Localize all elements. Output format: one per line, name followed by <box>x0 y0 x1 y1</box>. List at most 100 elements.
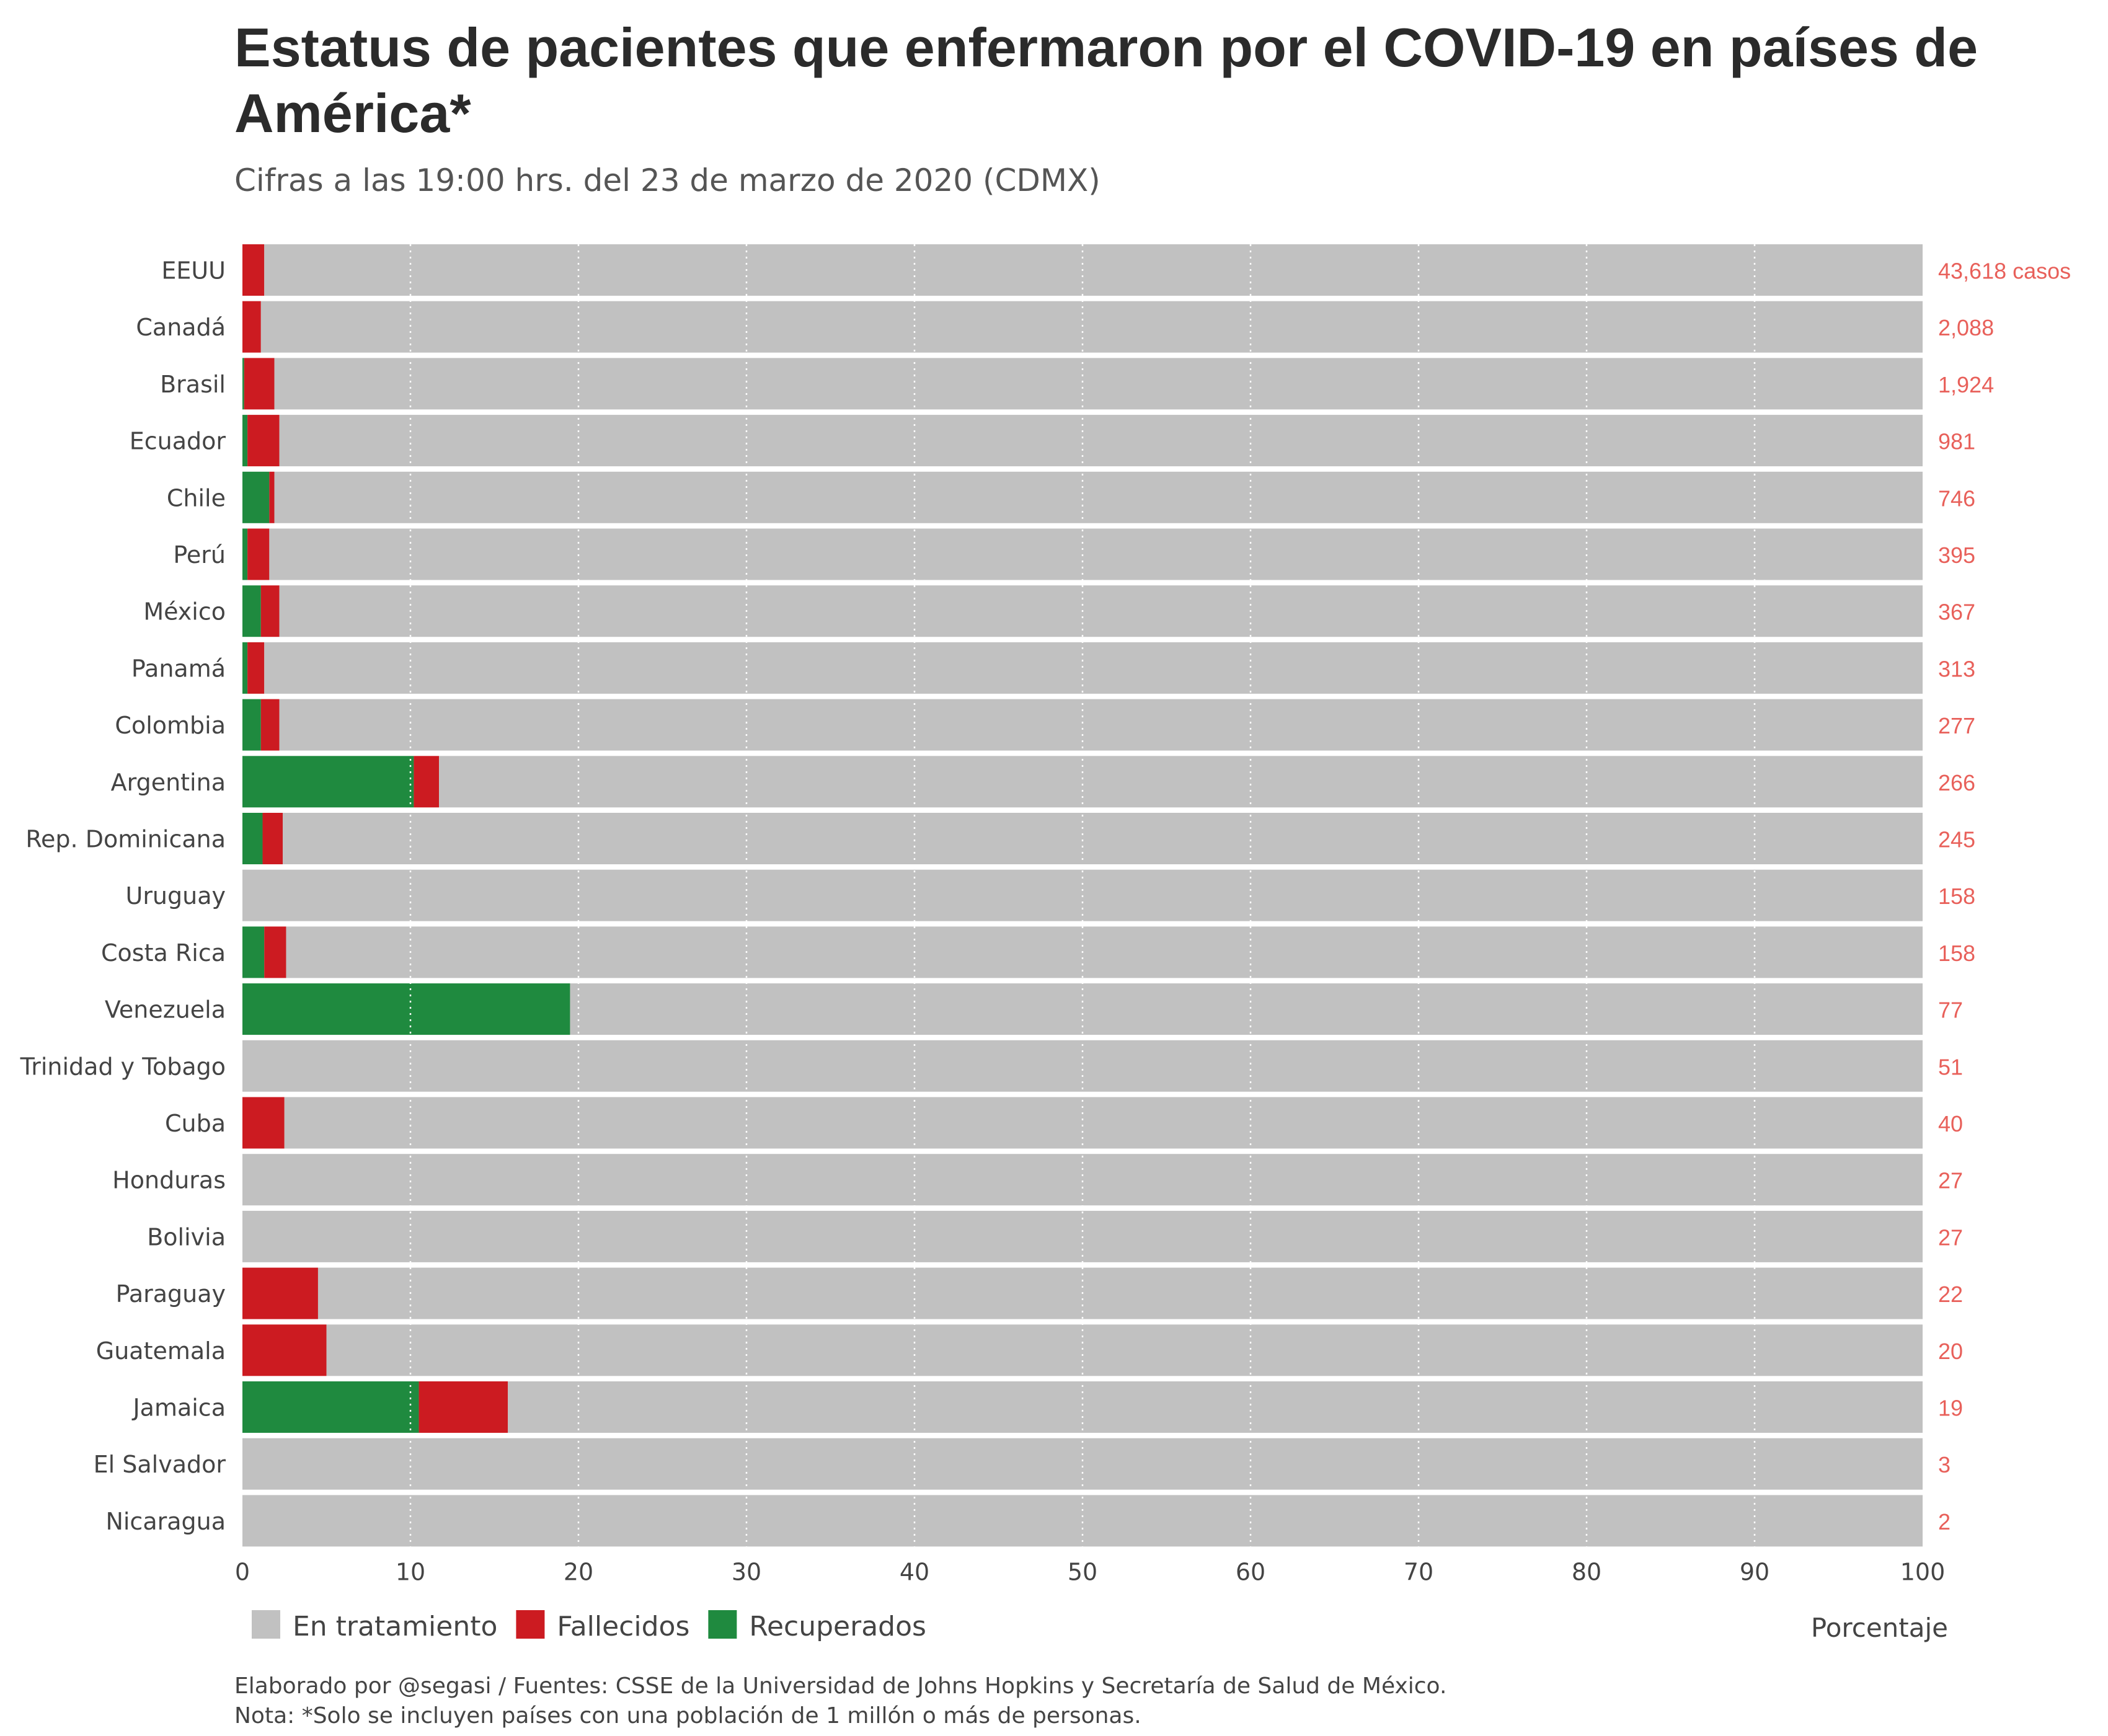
case-count-label: 43,618 casos <box>1938 259 2071 284</box>
footer: Elaborado por @segasi / Fuentes: CSSE de… <box>234 1672 1446 1731</box>
y-axis-label: Trinidad y Tobago <box>20 1053 226 1080</box>
x-tick-label: 40 <box>900 1558 929 1585</box>
bar-segment-fallecidos <box>269 471 275 523</box>
case-count-label: 51 <box>1938 1054 1963 1079</box>
legend-swatch <box>708 1610 737 1639</box>
bar-segment-fallecidos <box>260 699 280 751</box>
bar-segment-fallecidos <box>242 1097 285 1149</box>
bar-segment-recuperados <box>242 699 261 751</box>
y-axis-label: Brasil <box>160 371 226 398</box>
case-count-label: 27 <box>1938 1168 1963 1194</box>
chart-subtitle: Cifras a las 19:00 hrs. del 23 de marzo … <box>234 162 1100 198</box>
bar-segment-fallecidos <box>414 756 440 808</box>
case-count-label: 277 <box>1938 713 1975 738</box>
y-axis-label: Guatemala <box>96 1337 226 1365</box>
case-count-label: 77 <box>1938 998 1963 1023</box>
bar-segment-en-tratamiento <box>274 358 1923 410</box>
y-axis-label: Bolivia <box>147 1223 226 1251</box>
y-axis-label: Panamá <box>131 655 226 682</box>
bar-segment-en-tratamiento <box>326 1324 1923 1376</box>
bar-segment-recuperados <box>242 358 244 410</box>
y-axis-label: México <box>143 598 226 626</box>
bar-segment-fallecidos <box>264 926 286 978</box>
bar-segment-en-tratamiento <box>274 471 1923 523</box>
bar-segment-recuperados <box>242 528 248 580</box>
x-tick-label: 70 <box>1404 1558 1433 1585</box>
legend-label: Fallecidos <box>557 1611 689 1642</box>
bar-segment-en-tratamiento <box>260 301 1923 353</box>
bar-segment-recuperados <box>242 471 270 523</box>
legend-label: En tratamiento <box>293 1611 497 1642</box>
bar-segment-fallecidos <box>242 1267 318 1319</box>
y-axis-label: Colombia <box>115 712 226 739</box>
legend-label: Recuperados <box>749 1611 926 1642</box>
case-count-label: 40 <box>1938 1111 1963 1136</box>
legend-swatch <box>516 1610 545 1639</box>
x-tick-label: 80 <box>1572 1558 1601 1585</box>
x-tick-label: 30 <box>732 1558 761 1585</box>
population-note: Nota: *Solo se incluyen países con una p… <box>234 1703 1141 1729</box>
bar-segment-fallecidos <box>242 244 265 296</box>
case-count-label: 1,924 <box>1938 372 1994 397</box>
bars-layer <box>242 244 1923 1547</box>
grid-layer <box>409 244 1756 1547</box>
case-count-label: 266 <box>1938 770 1975 795</box>
bar-segment-recuperados <box>242 756 414 808</box>
bar-segment-en-tratamiento <box>269 528 1923 580</box>
case-count-label: 19 <box>1938 1396 1963 1421</box>
x-axis-ticks: 0 10 20 30 40 50 60 70 80 90 100 <box>235 1558 1945 1585</box>
bar-segment-fallecidos <box>242 301 261 353</box>
case-count-label: 158 <box>1938 884 1975 909</box>
x-tick-label: 100 <box>1900 1558 1946 1585</box>
bar-segment-fallecidos <box>244 358 275 410</box>
y-axis-label: Cuba <box>165 1110 226 1137</box>
bar-segment-en-tratamiento <box>242 1040 1923 1092</box>
y-axis-label: Nicaragua <box>105 1508 226 1535</box>
chart-title: Estatus de pacientes que enfermaron por … <box>234 17 1978 144</box>
bar-segment-recuperados <box>242 1381 419 1433</box>
y-axis-labels: EEUU Canadá Brasil Ecuador Chile Perú México Pa… <box>20 257 226 1535</box>
bar-segment-en-tratamiento <box>279 585 1923 637</box>
y-axis-label: Perú <box>173 541 226 569</box>
x-tick-label: 20 <box>564 1558 593 1585</box>
bar-segment-en-tratamiento <box>264 642 1923 694</box>
source-note: Elaborado por @segasi / Fuentes: CSSE de… <box>234 1673 1447 1699</box>
y-axis-label: Costa Rica <box>101 939 226 967</box>
bar-segment-en-tratamiento <box>439 756 1923 808</box>
bar-segment-fallecidos <box>242 1324 327 1376</box>
case-count-label: 245 <box>1938 827 1975 852</box>
x-tick-label: 60 <box>1236 1558 1265 1585</box>
bar-segment-recuperados <box>242 642 248 694</box>
bar-segment-en-tratamiento <box>317 1267 1923 1319</box>
case-count-label: 981 <box>1938 429 1975 454</box>
bar-segment-recuperados <box>242 585 261 637</box>
y-axis-label: Argentina <box>111 769 226 796</box>
x-tick-label: 0 <box>235 1558 250 1585</box>
bar-segment-fallecidos <box>247 415 280 467</box>
bar-segment-en-tratamiento <box>283 813 1923 864</box>
bar-segment-en-tratamiento <box>570 983 1923 1035</box>
y-axis-label: Ecuador <box>130 428 226 455</box>
bar-segment-en-tratamiento <box>508 1381 1923 1433</box>
x-axis-title: Porcentaje <box>1811 1613 1948 1643</box>
y-axis-label: EEUU <box>161 257 226 285</box>
bar-segment-fallecidos <box>260 585 280 637</box>
y-axis-label: Honduras <box>112 1167 226 1194</box>
y-axis-label: Venezuela <box>105 996 226 1024</box>
case-count-label: 313 <box>1938 656 1975 681</box>
case-count-label: 27 <box>1938 1224 1963 1250</box>
bar-segment-en-tratamiento <box>242 1495 1923 1547</box>
y-axis-label: El Salvador <box>94 1451 226 1478</box>
bar-segment-fallecidos <box>247 642 265 694</box>
case-count-label: 367 <box>1938 600 1975 625</box>
bar-segment-fallecidos <box>247 528 270 580</box>
y-axis-label: Canadá <box>136 314 226 341</box>
legend: En tratamiento Fallecidos Recuperados <box>252 1610 926 1642</box>
y-axis-label: Rep. Dominicana <box>25 826 226 853</box>
bar-segment-recuperados <box>242 926 265 978</box>
legend-swatch <box>252 1610 280 1639</box>
bar-segment-recuperados <box>242 415 248 467</box>
case-count-label: 2,088 <box>1938 315 1994 340</box>
case-count-label: 746 <box>1938 485 1975 511</box>
bar-segment-en-tratamiento <box>264 244 1923 296</box>
